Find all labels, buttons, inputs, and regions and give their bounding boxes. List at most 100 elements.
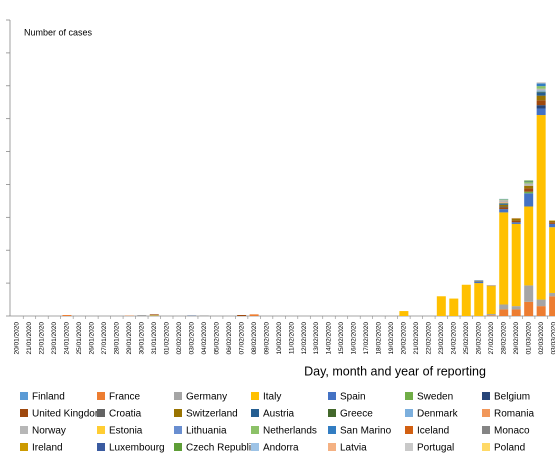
bar-segment xyxy=(249,314,259,316)
x-tick-label: 24/02/2020 xyxy=(451,322,458,355)
bar-segment xyxy=(511,223,521,307)
bar-segment xyxy=(237,315,247,316)
x-tick-label: 03/03/2020 xyxy=(550,322,555,355)
bar-segment xyxy=(499,206,509,208)
bar-segment xyxy=(524,181,534,184)
bar-segment xyxy=(536,88,546,91)
x-tick-label: 13/02/2020 xyxy=(313,322,320,355)
legend-swatch xyxy=(251,392,259,400)
legend-label: Denmark xyxy=(417,409,459,420)
legend-label: Belgium xyxy=(494,392,530,403)
legend-swatch xyxy=(251,426,259,434)
legend-swatch xyxy=(482,426,490,434)
x-tick-label: 09/02/2020 xyxy=(263,322,270,355)
legend-swatch xyxy=(174,409,182,417)
bar-segment xyxy=(536,105,546,109)
legend-swatch xyxy=(20,443,28,451)
legend-swatch xyxy=(97,392,105,400)
bar-segment xyxy=(524,188,534,192)
legend-swatch xyxy=(20,392,28,400)
bar-segment xyxy=(536,100,546,106)
bar-segment xyxy=(524,191,534,194)
bar-segment xyxy=(149,314,159,316)
bar-segment xyxy=(499,202,509,203)
bar-segment xyxy=(536,86,546,89)
x-tick-label: 21/01/2020 xyxy=(26,322,33,355)
legend-label: Ireland xyxy=(32,443,63,454)
bar-segment xyxy=(549,222,555,224)
bar-segment xyxy=(449,298,459,316)
bar-segment xyxy=(461,284,471,316)
x-tick-label: 21/02/2020 xyxy=(413,322,420,355)
bar-segment xyxy=(499,204,509,207)
bar-segment xyxy=(436,296,446,316)
bar-segment xyxy=(137,315,147,316)
x-tick-label: 15/02/2020 xyxy=(338,322,345,355)
legend-label: Portugal xyxy=(417,443,454,454)
bar-segment xyxy=(536,92,546,96)
x-tick-label: 05/02/2020 xyxy=(213,322,220,355)
bar-segment xyxy=(549,220,555,223)
bar-segment xyxy=(486,286,496,315)
legend-swatch xyxy=(405,409,413,417)
legend-label: Switzerland xyxy=(186,409,238,420)
x-tick-label: 04/02/2020 xyxy=(201,322,208,355)
x-tick-label: 30/01/2020 xyxy=(139,322,146,355)
bar-segment xyxy=(499,199,509,200)
legend-swatch xyxy=(328,426,336,434)
bar-segment xyxy=(549,292,555,297)
bar-segment xyxy=(536,306,546,316)
bar-segment xyxy=(511,220,521,223)
bar-segment xyxy=(549,296,555,316)
x-tick-label: 28/02/2020 xyxy=(500,322,507,355)
legend-label: Croatia xyxy=(109,409,142,420)
bar-segment xyxy=(524,285,534,302)
legend-label: Netherlands xyxy=(263,426,317,437)
bar-segment xyxy=(62,315,72,316)
legend-swatch xyxy=(405,443,413,451)
bar-segment xyxy=(536,91,546,93)
legend-label: Norway xyxy=(32,426,66,437)
bar-segment xyxy=(524,193,534,207)
bar-segment xyxy=(499,200,509,203)
bar-segment xyxy=(486,315,496,316)
bar-segment xyxy=(511,218,521,221)
bar-segment xyxy=(499,304,509,310)
bar-segment xyxy=(511,306,521,310)
legend-label: Czech Republic xyxy=(186,443,256,454)
legend-swatch xyxy=(482,392,490,400)
x-tick-label: 27/02/2020 xyxy=(488,322,495,355)
y-axis-title: Number of cases xyxy=(24,27,93,37)
legend-swatch xyxy=(405,426,413,434)
legend-swatch xyxy=(174,426,182,434)
x-tick-label: 16/02/2020 xyxy=(351,322,358,355)
legend-swatch xyxy=(328,409,336,417)
bar-segment xyxy=(511,222,521,224)
x-tick-label: 26/02/2020 xyxy=(475,322,482,355)
bar-segment xyxy=(536,83,546,87)
bar-segment xyxy=(524,183,534,186)
legend-label: Andorra xyxy=(263,443,299,454)
x-axis-title: Day, month and year of reporting xyxy=(304,364,486,378)
bar-segment xyxy=(549,223,555,228)
bar-segment xyxy=(536,95,546,101)
x-tick-label: 01/02/2020 xyxy=(163,322,170,355)
bar-segment xyxy=(149,315,159,316)
legend-label: United Kingdom xyxy=(32,409,103,420)
x-tick-label: 14/02/2020 xyxy=(326,322,333,355)
legend-label: Latvia xyxy=(340,443,367,454)
legend-swatch xyxy=(251,443,259,451)
legend-label: Luxembourg xyxy=(109,443,165,454)
legend-swatch xyxy=(97,409,105,417)
x-tick-label: 26/01/2020 xyxy=(89,322,96,355)
legend-swatch xyxy=(328,392,336,400)
x-tick-label: 27/01/2020 xyxy=(101,322,108,355)
x-tick-label: 24/01/2020 xyxy=(64,322,71,355)
x-tick-label: 02/03/2020 xyxy=(538,322,545,355)
bar-segment xyxy=(524,185,534,189)
bar-segment xyxy=(474,281,484,284)
x-tick-label: 17/02/2020 xyxy=(363,322,370,355)
x-tick-label: 29/02/2020 xyxy=(513,322,520,355)
legend-label: Poland xyxy=(494,443,525,454)
